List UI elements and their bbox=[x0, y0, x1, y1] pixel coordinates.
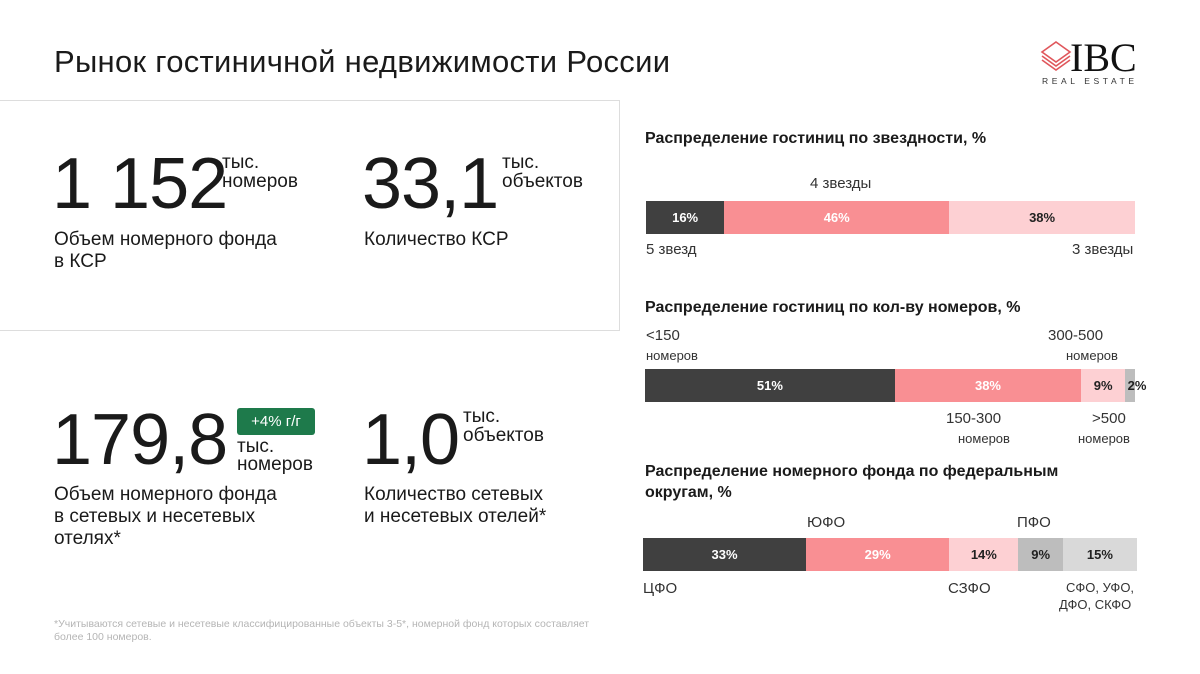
data-label: 14% bbox=[970, 547, 997, 562]
category-label: ДФО, СКФО bbox=[1059, 597, 1132, 612]
data-label: 9% bbox=[1093, 378, 1113, 393]
bar-segment: 16% bbox=[646, 201, 725, 234]
category-label: 150-300 bbox=[946, 410, 1002, 427]
data-label: 9% bbox=[1031, 547, 1051, 562]
kpi-unit: номеров bbox=[237, 454, 313, 475]
chart-title-districts-2: округам, % bbox=[645, 484, 732, 501]
kpi-desc: Количество сетевых bbox=[364, 484, 544, 505]
bar-segment: 38% bbox=[949, 201, 1135, 234]
category-label: >500 bbox=[1092, 410, 1126, 427]
bar-segment: 46% bbox=[724, 201, 950, 234]
category-label: 5 звезд bbox=[646, 241, 697, 258]
bar-segment: 38% bbox=[894, 369, 1082, 402]
data-label: 38% bbox=[1029, 210, 1056, 225]
category-label: 3 звезды bbox=[1072, 241, 1134, 258]
kpi-unit: тыс. bbox=[502, 152, 540, 173]
logo-diamond-icon bbox=[1040, 41, 1072, 71]
category-label: номеров bbox=[1066, 348, 1118, 363]
districts-bar: 33% 29% 14% 9% 15% bbox=[643, 538, 1137, 571]
category-label: 300-500 bbox=[1048, 327, 1104, 344]
chart-title-stars: Распределение гостиниц по звездности, % bbox=[645, 130, 987, 147]
kpi-value: 1 152 bbox=[52, 144, 228, 224]
category-label: номеров bbox=[646, 348, 698, 363]
kpi-unit: объектов bbox=[502, 171, 583, 192]
footnote: *Учитываются сетевые и несетевые классиф… bbox=[54, 618, 590, 643]
kpi-desc: в сетевых и несетевых bbox=[54, 506, 256, 527]
rooms-bar: 51% 38% 9% 2% bbox=[645, 369, 1146, 402]
kpi-unit: тыс. bbox=[463, 406, 501, 427]
growth-badge: +4% г/г bbox=[237, 408, 315, 435]
category-label: <150 bbox=[646, 327, 680, 344]
data-label: 46% bbox=[823, 210, 850, 225]
kpi-desc: Объем номерного фонда bbox=[54, 484, 277, 505]
chart-title-rooms: Распределение гостиниц по кол-ву номеров… bbox=[645, 299, 1021, 316]
category-label: ЮФО bbox=[807, 514, 846, 531]
kpi-unit: объектов bbox=[463, 425, 544, 446]
category-label: ЦФО bbox=[643, 580, 678, 597]
bar-segment: 51% bbox=[645, 369, 895, 402]
chart-title-districts: Распределение номерного фонда по федерал… bbox=[645, 463, 1059, 480]
stars-bar: 16% 46% 38% bbox=[646, 201, 1135, 234]
data-label: 33% bbox=[711, 547, 738, 562]
bar-segment: 9% bbox=[1081, 369, 1126, 402]
category-label: номеров bbox=[958, 431, 1010, 446]
kpi-desc: и несетевых отелей* bbox=[364, 506, 547, 527]
kpi-desc: отелях* bbox=[54, 528, 121, 549]
category-label: 4 звезды bbox=[810, 175, 872, 192]
data-label: 2% bbox=[1127, 378, 1147, 393]
kpi-box-ksr bbox=[0, 100, 620, 331]
bar-segment: 15% bbox=[1062, 538, 1137, 571]
kpi-unit: номеров bbox=[222, 171, 298, 192]
bar-segment: 9% bbox=[1018, 538, 1063, 571]
data-label: 15% bbox=[1086, 547, 1113, 562]
category-label: СФО, УФО, bbox=[1066, 580, 1135, 595]
kpi-value: 179,8 bbox=[52, 400, 228, 480]
logo-subtext: REAL ESTATE bbox=[1042, 76, 1138, 86]
category-label: номеров bbox=[1078, 431, 1130, 446]
data-label: 29% bbox=[864, 547, 891, 562]
bar-segment: 29% bbox=[806, 538, 950, 571]
bar-segment: 14% bbox=[949, 538, 1019, 571]
kpi-desc: Количество КСР bbox=[364, 229, 509, 250]
category-label: ПФО bbox=[1017, 514, 1051, 531]
logo-text: IBC bbox=[1070, 35, 1137, 80]
ibc-logo: IBC REAL ESTATE bbox=[1040, 35, 1150, 90]
kpi-desc: в КСР bbox=[54, 251, 107, 272]
kpi-unit: тыс. bbox=[237, 436, 275, 457]
kpi-unit: тыс. bbox=[222, 152, 260, 173]
category-label: СЗФО bbox=[948, 580, 991, 597]
page-title: Рынок гостиничной недвижимости России bbox=[54, 44, 671, 79]
data-label: 16% bbox=[672, 210, 699, 225]
kpi-value: 33,1 bbox=[362, 144, 499, 224]
bar-segment: 33% bbox=[643, 538, 807, 571]
bar-segment: 2% bbox=[1125, 369, 1146, 402]
kpi-desc: Объем номерного фонда bbox=[54, 229, 277, 250]
data-label: 38% bbox=[974, 378, 1001, 393]
data-label: 51% bbox=[756, 378, 783, 393]
kpi-value: 1,0 bbox=[362, 400, 460, 480]
